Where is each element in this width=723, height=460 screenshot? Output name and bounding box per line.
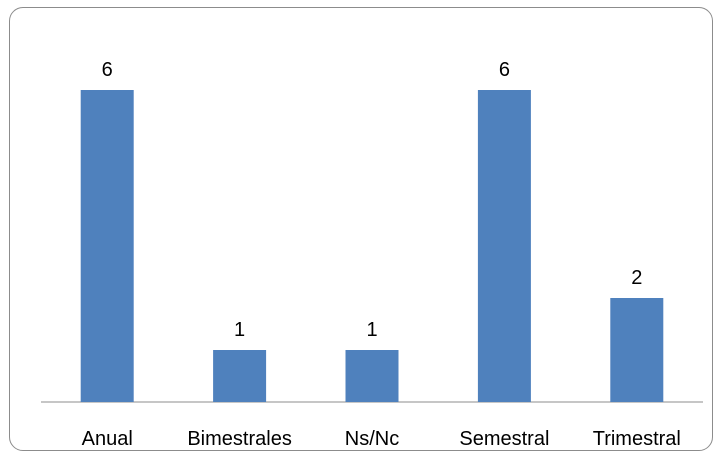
category-label: Ns/Nc — [345, 428, 399, 450]
data-label: 1 — [234, 319, 245, 341]
category-label: Anual — [82, 428, 133, 450]
category-label: Semestral — [459, 428, 549, 450]
bar-bimestrales — [213, 350, 267, 402]
data-label: 6 — [499, 59, 510, 81]
bar-semestral — [477, 90, 531, 402]
category-label: Trimestral — [593, 428, 681, 450]
bar-anual — [80, 90, 134, 402]
data-label: 2 — [631, 267, 642, 289]
bars — [80, 90, 664, 402]
category-label: Bimestrales — [187, 428, 291, 450]
category-labels: Anual Bimestrales Ns/Nc Semestral Trimestral — [82, 428, 681, 450]
data-labels: 6 1 1 6 2 — [102, 59, 643, 341]
bar-ns-nc — [345, 350, 399, 402]
data-label: 1 — [366, 319, 377, 341]
bar-trimestral — [610, 298, 664, 402]
data-label: 6 — [102, 59, 113, 81]
